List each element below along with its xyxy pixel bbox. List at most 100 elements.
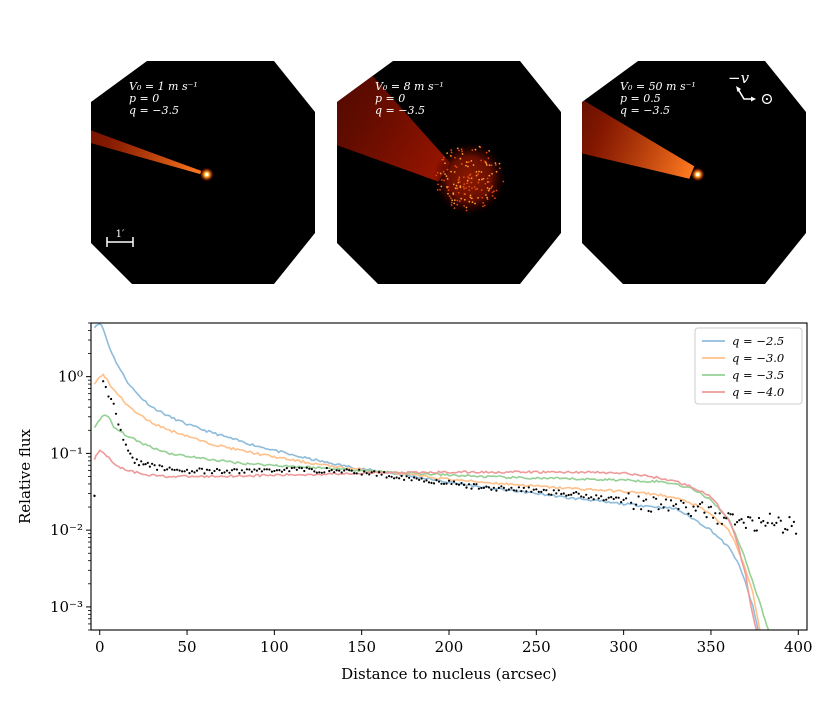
observed-point [360,473,363,476]
coma-speck [478,145,481,148]
coma-speck [436,188,439,191]
legend-entry: q = −3.0 [732,351,784,365]
panel-param-label: q = −3.5 [620,104,670,117]
coma-speck [458,149,460,152]
panel-param-label: p = 0 [375,92,405,105]
observed-point [707,506,710,509]
observed-point [698,502,702,506]
coma-speck [487,180,490,183]
panel-param-label: q = −3.5 [375,104,425,117]
y-axis-ticks: 10⁻³ 10⁻² 10⁻¹ 10⁰ [50,368,91,616]
coma-speck [465,161,468,163]
coma-speck [491,191,494,194]
legend-entry: q = −4.0 [732,385,784,399]
observed-point [102,380,105,383]
observed-point [238,472,241,475]
observed-point [757,516,761,520]
observed-point [607,496,610,499]
observed-point [343,469,346,472]
observed-point [595,494,598,497]
observed-point [198,467,201,470]
observed-point [525,490,528,493]
x-tick-label: 50 [178,638,197,656]
coma-speck [465,206,468,209]
coma-speck [454,156,456,159]
observed-point [393,477,396,480]
coma-speck [450,151,453,154]
observed-point [283,468,286,471]
coma-speck [456,147,459,150]
observed-point [398,477,401,480]
observed-point [722,516,726,519]
y-tick-label: 10⁰ [58,368,83,386]
observed-point [742,521,745,524]
observed-point [185,468,189,471]
coma-speck [482,201,485,204]
observed-point [305,466,308,469]
coma-speck [468,189,471,192]
coma-speck [490,186,493,189]
observed-point [358,468,361,471]
observed-point [672,504,675,507]
coma-speck [471,149,474,152]
coma-speck [456,199,459,202]
observed-point [657,508,660,511]
observed-point [273,469,276,473]
observed-point [432,482,436,485]
coma-speck [466,179,469,182]
observed-point [328,469,331,473]
observed-point [786,528,789,531]
observed-point [477,487,480,490]
observed-point [148,465,151,468]
coma-speck [477,173,480,176]
observed-point [718,512,721,515]
coma-speck [480,171,483,173]
coma-speck [460,163,463,165]
coma-speck [480,189,483,192]
observed-point [330,468,333,472]
coma-speck [485,151,488,154]
y-tick-label: 10⁻² [50,521,83,539]
observed-point [208,469,211,472]
observed-point [300,467,303,470]
coma-speck [465,164,467,167]
observed-point [122,438,125,441]
coma-speck [485,164,488,166]
observed-point [605,498,608,501]
x-tick-label: 0 [95,638,105,656]
observed-point [720,522,724,525]
observed-point [335,469,338,472]
observed-point [308,467,311,470]
observed-point [753,529,756,532]
observed-point [515,489,518,492]
coma-speck [436,171,439,174]
coma-speck [443,179,446,182]
observed-point [420,477,423,480]
observed-point [650,510,653,513]
observed-point [313,470,316,473]
coma-speck [446,185,448,188]
legend-entry: q = −3.5 [732,368,784,382]
observed-point [293,466,296,469]
observed-point [729,513,732,516]
coma-speck [461,150,463,153]
observed-point [400,474,403,478]
observed-point [535,488,538,491]
sun-arrow-head-icon [751,96,756,102]
observed-point [692,505,695,508]
observed-point [325,466,328,470]
legend-box [694,327,803,405]
coma-speck [495,170,498,173]
observed-point [582,496,585,499]
coma-speck [471,201,474,204]
coma-speck [483,204,486,207]
observed-point [380,473,383,476]
observed-point [617,496,620,499]
observed-point [318,471,321,474]
coma-speck [498,162,501,165]
coma-speck [468,200,471,203]
observed-point [415,477,418,480]
observed-point [703,511,706,514]
coma-speck [488,187,491,190]
image-panels: V₀ = 1 m s⁻¹p = 0q = −3.51′V₀ = 8 m s⁻¹p… [91,61,806,284]
